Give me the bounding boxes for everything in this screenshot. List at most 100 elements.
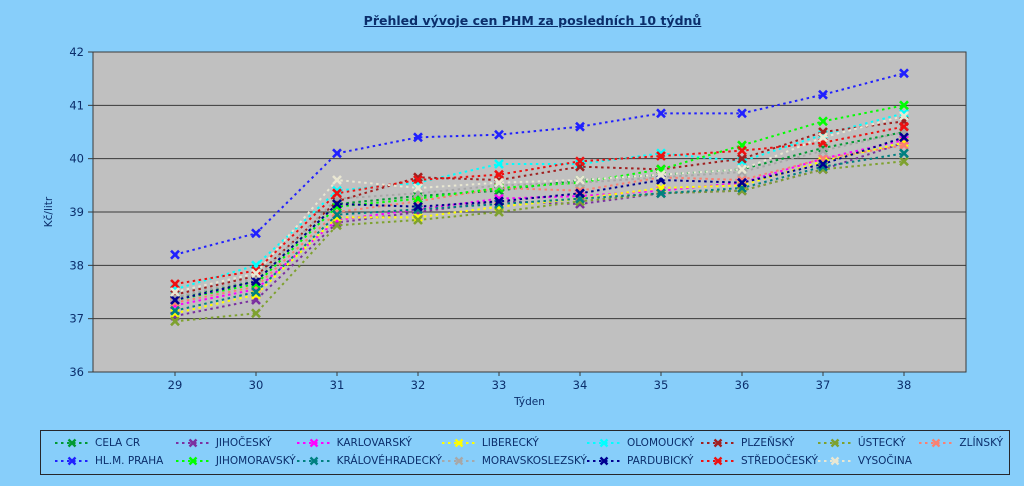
price-line-chart: 36 37 38 39 40 41 42 29 30 31 32 33 34 35 36 37 38 Týden K…: [43, 45, 967, 408]
legend-swatch-icon: [700, 456, 735, 466]
legend-label: OLOMOUCKÝ: [626, 437, 695, 449]
series-hl-m-praha: [170, 68, 909, 260]
x-marker: [818, 145, 828, 156]
series-line: [174, 152, 905, 312]
x-marker: [494, 159, 504, 169]
x-marker: [413, 183, 423, 193]
x-marker: [737, 164, 747, 175]
x-marker: [494, 169, 504, 180]
x-marker: [251, 276, 261, 287]
legend-label: KRÁLOVÉHRADECKÝ: [336, 455, 442, 467]
x-marker: [413, 175, 423, 185]
legend-swatch-icon: [296, 456, 331, 466]
x-marker: [413, 215, 423, 225]
xtick-label-31: 31: [330, 378, 345, 392]
x-marker: [494, 177, 504, 188]
ytick-label-42: 42: [69, 45, 84, 59]
x-marker: [575, 188, 585, 199]
x-marker: [332, 185, 342, 196]
series-line: [174, 125, 905, 285]
x-marker: [818, 161, 828, 172]
xtick-label-38: 38: [897, 378, 912, 392]
ytick-label-39: 39: [69, 205, 84, 219]
x-marker: [413, 201, 423, 212]
x-marker: [737, 153, 747, 164]
legend-swatch-icon: [55, 456, 89, 466]
x-marker: [251, 228, 261, 239]
x-marker: [737, 177, 747, 188]
legend-item-pardubick-: PARDUBICKÝ: [586, 455, 701, 467]
legend-label: HL.M. PRAHA: [95, 455, 164, 467]
xtick-label-30: 30: [249, 378, 264, 392]
x-marker: [737, 145, 747, 156]
y-axis-title: Kč/litr: [43, 196, 55, 227]
ytick-label-37: 37: [69, 312, 84, 326]
legend-swatch-icon: [296, 438, 331, 448]
series-line: [174, 104, 905, 301]
x-marker: [575, 185, 585, 196]
x-marker: [818, 159, 828, 169]
series-line: [174, 112, 905, 291]
legend-swatch-icon: [586, 456, 621, 466]
x-marker: [494, 196, 504, 207]
x-marker: [899, 156, 909, 167]
xtick-label-33: 33: [492, 378, 507, 392]
legend-item--steck-: ÚSTECKÝ: [817, 437, 920, 449]
legend-swatch-icon: [919, 438, 954, 448]
legend-item-libereck-: LIBERECKÝ: [441, 437, 587, 449]
x-marker: [899, 68, 909, 79]
x-marker: [251, 287, 261, 297]
legend-item-hl-m-praha: HL.M. PRAHA: [55, 455, 176, 467]
x-marker: [494, 207, 504, 217]
x-marker: [737, 167, 747, 177]
x-marker: [899, 121, 909, 132]
legend-swatch-icon: [175, 438, 210, 448]
legend-item-kr-lov-hradeck-: KRÁLOVÉHRADECKÝ: [296, 455, 442, 467]
legend-item-st-edo-esk-: STŘEDOČESKÝ: [700, 455, 818, 467]
legend-swatch-icon: [441, 456, 476, 466]
x-marker: [575, 175, 585, 185]
legend-swatch-icon: [700, 438, 735, 448]
legend-swatch-icon: [817, 438, 852, 448]
legend-label: KARLOVARSKÝ: [336, 437, 412, 449]
legend-label: CELA CR: [95, 437, 141, 449]
series-vyso-ina: [170, 111, 909, 297]
x-marker: [170, 295, 180, 305]
x-marker: [899, 100, 909, 111]
x-axis-title: Týden: [513, 396, 545, 408]
legend-item-zl-nsk-: ZLÍNSKÝ: [919, 437, 1003, 449]
x-marker: [251, 289, 261, 300]
legend-swatch-icon: [55, 438, 89, 448]
series-line: [174, 160, 905, 323]
x-marker: [575, 156, 585, 167]
legend-item-karlovarsk-: KARLOVARSKÝ: [296, 437, 442, 449]
x-marker: [332, 175, 342, 185]
x-marker: [899, 140, 909, 151]
series-line: [174, 115, 905, 293]
legend-item-cela-cr: CELA CR: [55, 437, 176, 449]
x-marker: [170, 316, 180, 327]
x-marker: [251, 268, 261, 279]
x-marker: [575, 196, 585, 207]
legend-item-jiho-esk-: JIHOČESKÝ: [175, 437, 297, 449]
chart-legend: CELA CR JIHOČESKÝ KARLOVARSKÝ LIBERECKÝ OLOM…: [40, 430, 1010, 475]
x-marker: [332, 148, 342, 159]
x-marker: [170, 287, 180, 297]
legend-swatch-icon: [817, 456, 852, 466]
x-marker: [170, 249, 180, 260]
series-line: [174, 136, 905, 301]
x-marker: [899, 111, 909, 121]
x-marker: [818, 89, 828, 100]
series-line: [174, 131, 905, 299]
legend-swatch-icon: [441, 438, 476, 448]
x-marker: [656, 151, 666, 161]
x-marker: [656, 169, 666, 180]
x-marker: [332, 220, 342, 231]
x-marker: [737, 175, 747, 185]
xtick-label-32: 32: [411, 378, 426, 392]
x-marker: [251, 308, 261, 319]
xtick-label-34: 34: [573, 378, 588, 392]
x-marker: [413, 212, 423, 223]
x-marker: [413, 172, 423, 183]
